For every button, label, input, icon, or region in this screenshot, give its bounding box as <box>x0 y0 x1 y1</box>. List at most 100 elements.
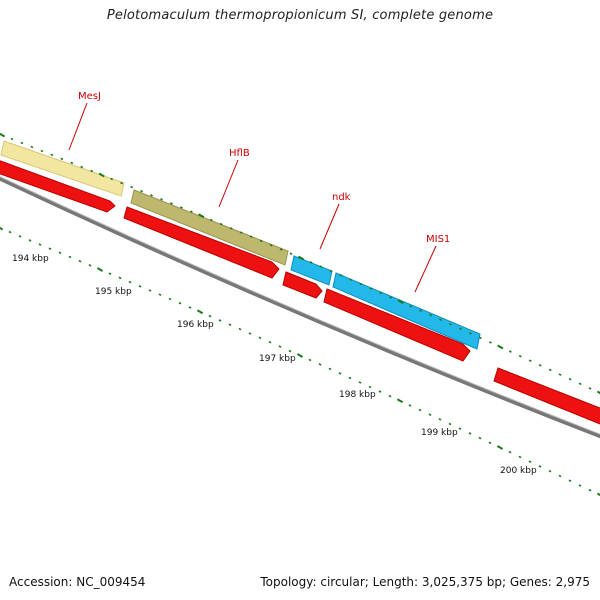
minor-tick <box>239 231 243 234</box>
major-tick <box>296 353 304 358</box>
minor-tick <box>578 382 582 386</box>
minor-tick <box>268 340 272 344</box>
minor-tick <box>368 385 372 389</box>
minor-tick <box>168 297 172 301</box>
minor-tick <box>468 332 472 335</box>
minor-tick <box>28 239 32 242</box>
minor-tick <box>8 230 12 234</box>
major-tick <box>396 398 404 404</box>
minor-tick <box>20 141 24 145</box>
minor-tick <box>329 269 333 273</box>
minor-tick <box>229 227 233 230</box>
minor-tick <box>548 469 552 473</box>
minor-tick <box>309 261 313 264</box>
lower-tick-row <box>0 225 600 498</box>
gene-ndk[interactable] <box>290 255 333 286</box>
annotated-genes <box>0 140 481 350</box>
minor-tick <box>339 274 343 277</box>
minor-tick <box>379 291 383 295</box>
minor-tick <box>58 251 62 255</box>
minor-tick <box>409 305 413 308</box>
tick-label: 197 kbp <box>259 354 296 364</box>
minor-tick <box>448 422 452 426</box>
genome-backbone-highlight <box>0 176 600 435</box>
gene-label[interactable]: MIS1 <box>426 234 450 245</box>
map-title: Pelotomaculum thermopropionicum SI, comp… <box>106 8 494 23</box>
major-tick <box>397 299 404 305</box>
minor-tick <box>578 484 582 487</box>
minor-tick <box>418 408 422 412</box>
minor-tick <box>108 272 112 275</box>
minor-tick <box>508 450 512 454</box>
minor-tick <box>478 436 482 440</box>
minor-tick <box>319 265 323 268</box>
minor-tick <box>18 235 22 238</box>
minor-tick <box>308 358 312 362</box>
gene-mesj[interactable] <box>0 140 125 197</box>
minor-tick <box>110 177 114 181</box>
minor-tick <box>50 153 54 157</box>
cds-arrow[interactable] <box>123 206 280 279</box>
minor-tick <box>238 327 242 331</box>
tick-label: 199 kbp <box>421 428 458 438</box>
minor-tick <box>378 390 382 393</box>
minor-tick <box>258 336 262 340</box>
gene-labels: MesJ HflB ndk MIS1 <box>78 91 450 245</box>
minor-tick <box>508 350 512 353</box>
cds-arrow[interactable] <box>282 271 323 299</box>
minor-tick <box>169 202 173 205</box>
minor-tick <box>449 323 452 326</box>
major-tick <box>198 213 205 219</box>
minor-tick <box>568 377 572 381</box>
gene-label[interactable]: MesJ <box>78 91 101 102</box>
gene-mis1[interactable] <box>332 272 481 350</box>
genome-summary: Topology: circular; Length: 3,025,375 bp… <box>260 575 590 589</box>
major-tick <box>0 132 6 138</box>
minor-tick <box>150 194 153 197</box>
minor-tick <box>389 296 393 299</box>
minor-tick <box>78 259 82 263</box>
minor-tick <box>10 137 14 141</box>
minor-tick <box>249 235 253 238</box>
minor-tick <box>338 372 342 375</box>
major-tick <box>497 344 504 350</box>
cds-arrow[interactable] <box>493 367 600 428</box>
major-tick <box>596 390 600 396</box>
tick-label: 196 kbp <box>177 320 214 330</box>
minor-tick <box>459 327 462 331</box>
minor-tick <box>478 336 482 340</box>
major-tick <box>596 492 600 498</box>
minor-tick <box>588 488 592 492</box>
gene-label[interactable]: ndk <box>332 192 351 203</box>
minor-tick <box>278 345 282 348</box>
minor-tick <box>228 323 232 326</box>
tick-label: 200 kbp <box>500 466 537 476</box>
minor-tick <box>40 149 44 153</box>
minor-tick <box>458 427 462 430</box>
major-tick <box>297 255 305 261</box>
minor-tick <box>468 432 472 435</box>
gene-label[interactable]: HflB <box>229 148 250 159</box>
minor-tick <box>428 413 432 416</box>
minor-tick <box>588 387 592 390</box>
minor-tick <box>118 276 122 280</box>
minor-tick <box>189 210 193 213</box>
minor-tick <box>359 282 363 286</box>
minor-tick <box>148 289 152 292</box>
upper-tick-row <box>0 132 600 396</box>
minor-tick <box>160 198 163 201</box>
major-tick <box>0 225 4 231</box>
minor-tick <box>128 280 132 284</box>
minor-tick <box>138 285 142 288</box>
minor-tick <box>328 367 332 371</box>
cds-arrow[interactable] <box>0 159 116 213</box>
tick-label: 194 kbp <box>12 254 49 264</box>
minor-tick <box>518 354 522 358</box>
minor-tick <box>208 314 212 318</box>
gene-hflb[interactable] <box>130 189 289 266</box>
minor-tick <box>120 181 124 185</box>
minor-tick <box>408 404 412 407</box>
cds-arrow[interactable] <box>323 288 471 362</box>
position-labels: 194 kbp 195 kbp 196 kbp 197 kbp 198 kbp … <box>12 254 537 476</box>
